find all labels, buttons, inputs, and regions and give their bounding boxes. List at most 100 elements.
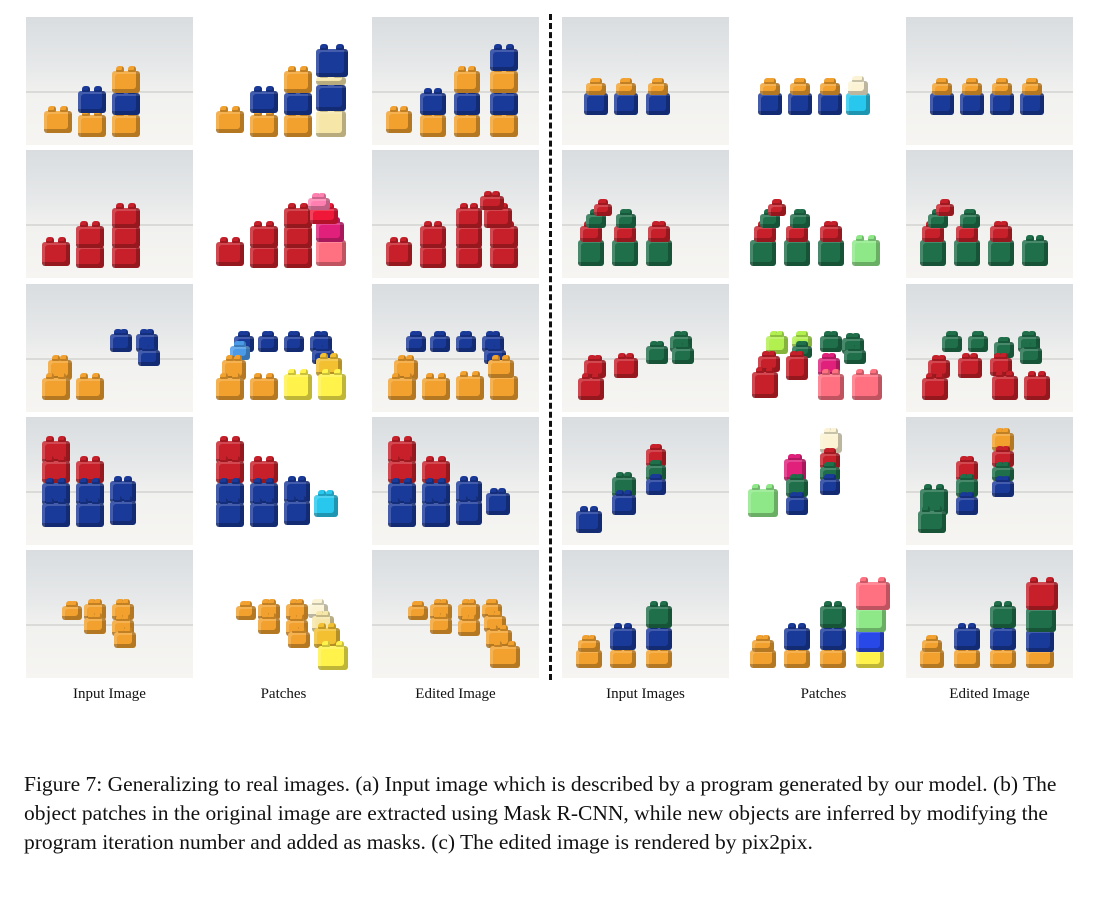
orange-brick xyxy=(422,373,450,400)
right-patches-5 xyxy=(740,550,907,678)
blue-brick xyxy=(646,88,670,115)
dashed-divider xyxy=(549,14,552,680)
blue-brick xyxy=(992,476,1014,497)
green-brick xyxy=(578,235,604,266)
orange-brick xyxy=(586,78,606,95)
orange-brick xyxy=(610,645,636,668)
column-label-edited-image-right: Edited Image xyxy=(949,686,1030,702)
blue-brick xyxy=(930,88,954,115)
red-brick xyxy=(922,221,944,242)
orange-patch xyxy=(784,645,810,668)
pink-patch xyxy=(308,193,330,210)
orange-brick xyxy=(578,635,600,652)
red-brick xyxy=(990,221,1012,242)
red-patch xyxy=(752,367,778,398)
light-green-patch xyxy=(856,603,886,632)
green-patch xyxy=(760,209,780,228)
blue-brick xyxy=(456,331,476,352)
orange-patch xyxy=(752,635,774,652)
blue-patch xyxy=(250,86,278,113)
orange-brick xyxy=(386,106,412,133)
orange-brick xyxy=(112,66,140,93)
red-patch xyxy=(754,221,776,242)
light-green-patch xyxy=(852,235,880,266)
red-brick xyxy=(614,221,636,242)
red-brick xyxy=(76,456,104,483)
red-brick xyxy=(578,373,604,400)
blue-brick xyxy=(1026,625,1054,652)
blue-brick xyxy=(576,506,602,533)
blue-patch xyxy=(250,498,278,527)
red-brick xyxy=(456,241,482,268)
yellow-patch xyxy=(856,645,884,668)
red-patch xyxy=(786,351,808,380)
blue-brick xyxy=(456,496,482,525)
lime-patch xyxy=(766,331,788,354)
red-brick xyxy=(992,371,1018,400)
orange-brick xyxy=(990,645,1016,668)
red-brick xyxy=(112,241,140,268)
blue-brick xyxy=(112,88,140,115)
red-patch xyxy=(250,221,278,248)
right-input-image-1 xyxy=(562,17,729,145)
right-patches-3 xyxy=(740,284,907,412)
left-input-image-2 xyxy=(26,150,193,278)
column-label-patches: Patches xyxy=(260,686,307,702)
red-brick xyxy=(76,241,104,268)
blue-patch xyxy=(786,492,808,515)
red-brick xyxy=(614,353,638,378)
red-patch xyxy=(284,203,312,228)
right-input-image-3 xyxy=(562,284,729,412)
red-patch xyxy=(216,237,244,266)
orange-patch xyxy=(284,110,312,137)
orange-brick xyxy=(488,355,514,378)
blue-brick xyxy=(42,498,70,527)
red-brick xyxy=(1026,577,1058,610)
green-patch xyxy=(818,235,844,266)
blue-brick xyxy=(420,88,446,115)
blue-patch xyxy=(820,623,846,650)
red-brick xyxy=(648,221,670,242)
pale-yellow-patch xyxy=(316,106,346,137)
blue-brick xyxy=(388,498,416,527)
yellow-patch xyxy=(314,623,340,648)
orange-brick xyxy=(1026,645,1054,668)
red-brick xyxy=(956,221,978,242)
blue-brick xyxy=(422,498,450,527)
red-patch xyxy=(284,221,312,248)
orange-patch xyxy=(216,106,244,133)
left-input-image-4 xyxy=(26,417,193,545)
green-brick xyxy=(646,601,672,628)
left-edited-image-4 xyxy=(372,417,539,545)
green-brick xyxy=(1020,343,1042,364)
orange-brick xyxy=(112,110,140,137)
orange-brick xyxy=(490,641,520,668)
orange-brick xyxy=(576,645,602,668)
cyan-patch xyxy=(846,88,870,115)
left-input-image-3 xyxy=(26,284,193,412)
left-patches-1 xyxy=(200,17,367,145)
left-patches-4 xyxy=(200,417,367,545)
red-brick xyxy=(580,221,602,242)
orange-brick xyxy=(616,78,636,95)
column-label-edited-image: Edited Image xyxy=(415,686,496,702)
red-brick xyxy=(484,203,512,228)
blue-brick xyxy=(454,88,480,115)
blue-patch xyxy=(316,44,348,77)
red-brick xyxy=(112,221,140,248)
orange-patch xyxy=(284,66,312,93)
orange-brick xyxy=(62,601,82,620)
left-input-image-1 xyxy=(26,17,193,145)
red-patch xyxy=(786,221,808,242)
orange-brick xyxy=(992,78,1012,95)
orange-patch xyxy=(216,373,244,400)
blue-brick xyxy=(430,331,450,352)
blue-brick xyxy=(610,623,636,650)
right-patches-2 xyxy=(740,150,907,278)
blue-patch xyxy=(818,88,842,115)
red-brick xyxy=(456,221,482,248)
blue-brick xyxy=(990,88,1014,115)
blue-brick xyxy=(614,88,638,115)
green-brick xyxy=(586,209,606,228)
orange-brick xyxy=(922,635,942,652)
